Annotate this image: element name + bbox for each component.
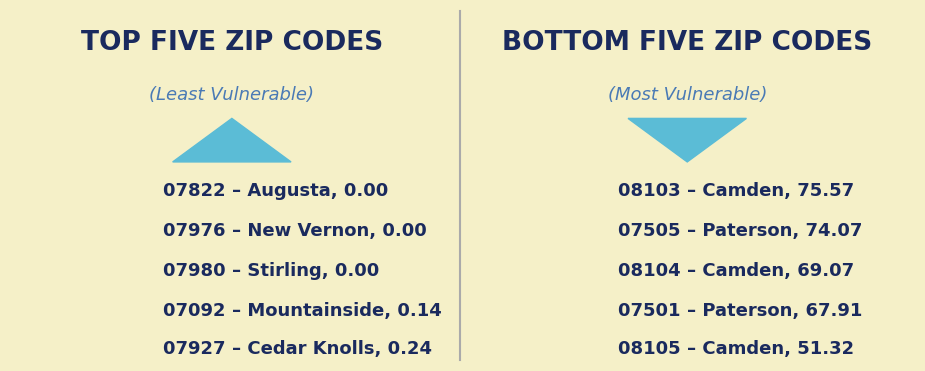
Text: 08105: 08105 bbox=[618, 341, 687, 358]
Text: 07505: 07505 bbox=[619, 222, 687, 240]
Text: – Cedar Knolls, 0.24: – Cedar Knolls, 0.24 bbox=[232, 341, 432, 358]
Text: – Camden, 75.57: – Camden, 75.57 bbox=[687, 182, 855, 200]
Text: – Stirling, 0.00: – Stirling, 0.00 bbox=[232, 262, 379, 280]
Text: 07822: 07822 bbox=[163, 182, 232, 200]
Text: 08104: 08104 bbox=[618, 262, 687, 280]
Text: 07501: 07501 bbox=[619, 302, 687, 320]
Polygon shape bbox=[628, 118, 746, 162]
Text: TOP FIVE ZIP CODES: TOP FIVE ZIP CODES bbox=[80, 30, 383, 56]
Text: BOTTOM FIVE ZIP CODES: BOTTOM FIVE ZIP CODES bbox=[502, 30, 872, 56]
Text: – Paterson, 67.91: – Paterson, 67.91 bbox=[687, 302, 863, 320]
Text: 07927: 07927 bbox=[163, 341, 232, 358]
Text: – New Vernon, 0.00: – New Vernon, 0.00 bbox=[232, 222, 426, 240]
Polygon shape bbox=[173, 118, 291, 162]
Text: – Paterson, 74.07: – Paterson, 74.07 bbox=[687, 222, 863, 240]
Text: 07980: 07980 bbox=[163, 262, 232, 280]
Text: – Camden, 51.32: – Camden, 51.32 bbox=[687, 341, 855, 358]
Text: – Mountainside, 0.14: – Mountainside, 0.14 bbox=[232, 302, 441, 320]
Text: – Augusta, 0.00: – Augusta, 0.00 bbox=[232, 182, 388, 200]
Text: (Least Vulnerable): (Least Vulnerable) bbox=[149, 86, 314, 104]
Text: – Camden, 69.07: – Camden, 69.07 bbox=[687, 262, 855, 280]
Text: 07092: 07092 bbox=[163, 302, 232, 320]
Text: (Most Vulnerable): (Most Vulnerable) bbox=[608, 86, 767, 104]
Text: 08103: 08103 bbox=[618, 182, 687, 200]
Text: 07976: 07976 bbox=[163, 222, 232, 240]
